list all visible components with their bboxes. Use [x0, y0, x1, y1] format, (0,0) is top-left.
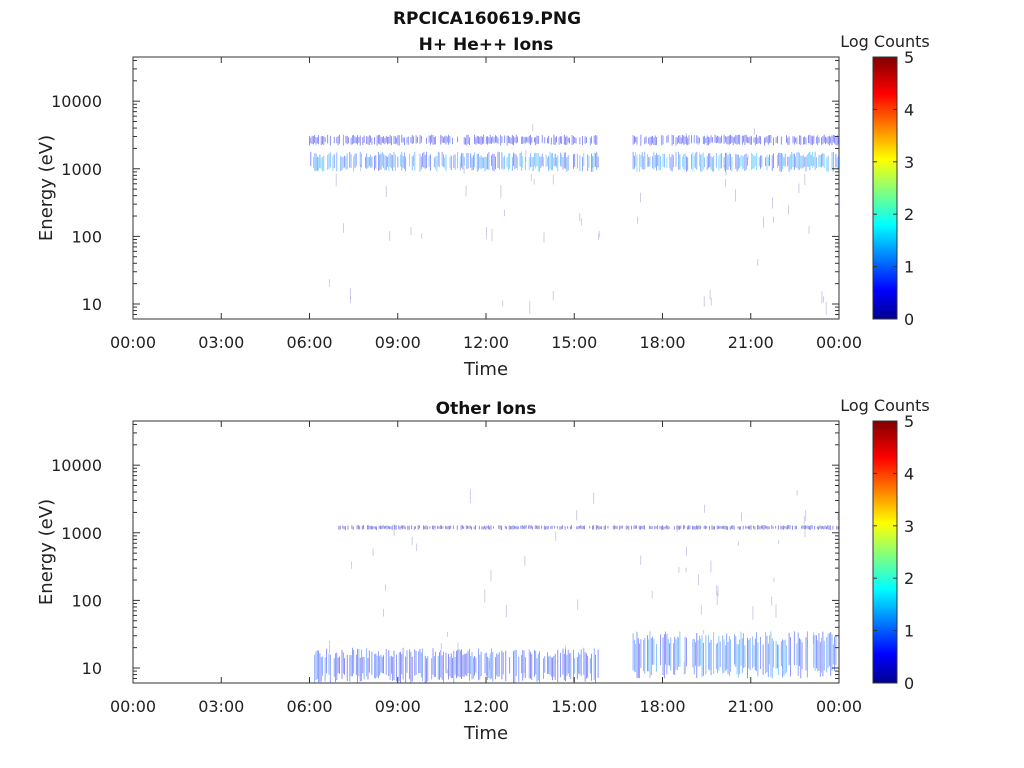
colorbar-tick-label: 3 [904, 517, 914, 536]
spectrogram-band [314, 647, 599, 683]
x-tick-label: 06:00 [286, 697, 332, 716]
spectrogram-band [632, 631, 837, 679]
colorbar-tick-label: 2 [904, 205, 914, 224]
colorbar-tick-label: 0 [904, 310, 914, 329]
y-tick-label: 10000 [51, 456, 102, 475]
spectrogram-band [632, 134, 839, 146]
x-tick-label: 21:00 [728, 697, 774, 716]
y-axis-label: Energy (eV) [36, 499, 57, 605]
plot-area [132, 420, 840, 684]
colorbar-tick-label: 5 [904, 412, 914, 431]
spectrogram-data [309, 123, 839, 315]
x-tick-label: 03:00 [198, 697, 244, 716]
spectrogram-sparse-counts [328, 489, 839, 678]
y-tick-label: 1000 [61, 160, 102, 179]
x-tick-label: 00:00 [816, 333, 862, 352]
x-tick-label: 06:00 [286, 333, 332, 352]
colorbar-label: Log Counts [840, 396, 930, 415]
x-tick-label: 18:00 [639, 333, 685, 352]
colorbar-tick-label: 2 [904, 569, 914, 588]
x-tick-label: 09:00 [375, 697, 421, 716]
x-tick-label: 00:00 [110, 697, 156, 716]
panel-other-ions: 00:00 03:00 06:00 09:00 12:00 15:00 18:00 21:00… [36, 396, 930, 744]
y-tick-label: 100 [71, 227, 102, 246]
x-tick-label: 00:00 [816, 697, 862, 716]
x-tick-label: 12:00 [463, 697, 509, 716]
panel-title: H+ He++ Ions [419, 35, 554, 55]
colorbar-tick-label: 3 [904, 153, 914, 172]
x-tick-label: 21:00 [728, 333, 774, 352]
colorbar-tick-label: 4 [904, 464, 914, 483]
colorbar-tick-label: 1 [904, 258, 914, 277]
figure-title: RPCICA160619.PNG [393, 9, 581, 29]
y-tick-label: 10 [82, 295, 102, 314]
spectrogram-band [338, 525, 839, 530]
x-tick-label: 15:00 [551, 333, 597, 352]
colorbar-tick-label: 5 [904, 48, 914, 67]
colorbar-tick-label: 1 [904, 622, 914, 641]
colorbar-gradient [872, 56, 898, 320]
colorbar-label: Log Counts [840, 32, 930, 51]
x-tick-label: 15:00 [551, 697, 597, 716]
spectrogram-band [632, 151, 839, 172]
colorbar-tick-label: 4 [904, 100, 914, 119]
y-tick-label: 10000 [51, 92, 102, 111]
plot-area [132, 56, 840, 320]
spectrogram-band [310, 151, 599, 172]
colorbar-gradient [872, 420, 898, 684]
x-axis-label: Time [463, 359, 508, 380]
spectrogram-data [314, 489, 839, 683]
x-tick-label: 09:00 [375, 333, 421, 352]
panel-h-he-ions: 00:00 03:00 06:00 09:00 12:00 15:00 18:00 21:00… [36, 32, 930, 380]
y-tick-label: 100 [71, 591, 102, 610]
colorbar-tick-label: 0 [904, 674, 914, 693]
x-tick-label: 12:00 [463, 333, 509, 352]
x-tick-label: 03:00 [198, 333, 244, 352]
y-axis-label: Energy (eV) [36, 135, 57, 241]
spectrogram-sparse-counts [329, 123, 839, 315]
x-tick-label: 18:00 [639, 697, 685, 716]
panel-title: Other Ions [436, 399, 537, 419]
x-tick-label: 00:00 [110, 333, 156, 352]
y-tick-label: 1000 [61, 524, 102, 543]
y-tick-label: 10 [82, 659, 102, 678]
x-axis-label: Time [463, 723, 508, 744]
